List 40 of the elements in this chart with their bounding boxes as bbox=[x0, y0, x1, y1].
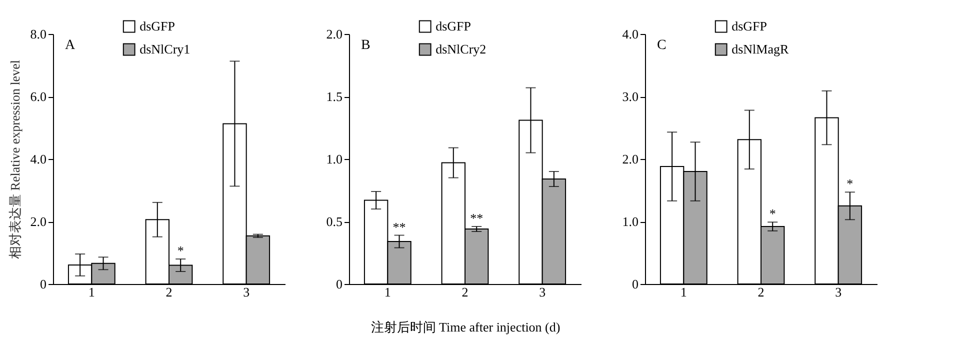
x-tick-label: 2 bbox=[166, 284, 172, 300]
y-tick-label: 1.0 bbox=[326, 152, 342, 166]
legend-label: dsNlCry1 bbox=[140, 42, 190, 56]
x-tick-label: 2 bbox=[462, 284, 468, 300]
annotation: ** bbox=[392, 219, 406, 234]
x-tick-label: 3 bbox=[835, 284, 842, 300]
legend-label: dsGFP bbox=[732, 18, 768, 34]
y-tick-label: 0 bbox=[632, 276, 638, 292]
legend-label: dsNlMagR bbox=[732, 42, 789, 56]
x-tick-label: 1 bbox=[680, 284, 687, 300]
legend-label: dsNlCry2 bbox=[436, 42, 486, 56]
annotation: * bbox=[177, 243, 184, 258]
y-tick-label: 1.5 bbox=[326, 89, 342, 104]
y-tick-label: 4.0 bbox=[30, 152, 46, 166]
annotation: ** bbox=[470, 210, 484, 226]
x-tick-label: 3 bbox=[539, 284, 546, 300]
y-tick-label: 0 bbox=[40, 276, 46, 292]
y-tick-label: 3.0 bbox=[622, 89, 638, 104]
annotation: * bbox=[846, 176, 854, 192]
y-tick-label: 8.0 bbox=[30, 26, 46, 42]
annotation: * bbox=[769, 206, 776, 222]
y-tick-label: 0 bbox=[336, 276, 342, 292]
y-tick-label: 4.0 bbox=[622, 26, 638, 42]
y-axis-title: 相对表达量 Relative expression level bbox=[7, 60, 22, 259]
x-tick-label: 3 bbox=[243, 284, 250, 300]
y-tick-label: 1.0 bbox=[622, 214, 638, 229]
x-tick-label: 2 bbox=[758, 284, 764, 300]
y-tick-label: 2.0 bbox=[622, 152, 638, 166]
y-tick-label: 0.5 bbox=[326, 214, 342, 229]
annotation: C bbox=[657, 38, 666, 53]
x-tick-label: 1 bbox=[88, 284, 95, 300]
annotation: B bbox=[361, 38, 370, 53]
x-tick-label: 1 bbox=[384, 284, 391, 300]
y-tick-label: 2.0 bbox=[326, 26, 342, 42]
legend-label: dsGFP bbox=[140, 18, 176, 34]
y-tick-label: 2.0 bbox=[30, 214, 46, 229]
y-tick-label: 6.0 bbox=[30, 89, 46, 104]
x-axis-title: 注射后时间 Time after injection (d) bbox=[370, 320, 560, 334]
annotation: A bbox=[65, 38, 76, 53]
legend-label: dsGFP bbox=[436, 18, 472, 34]
